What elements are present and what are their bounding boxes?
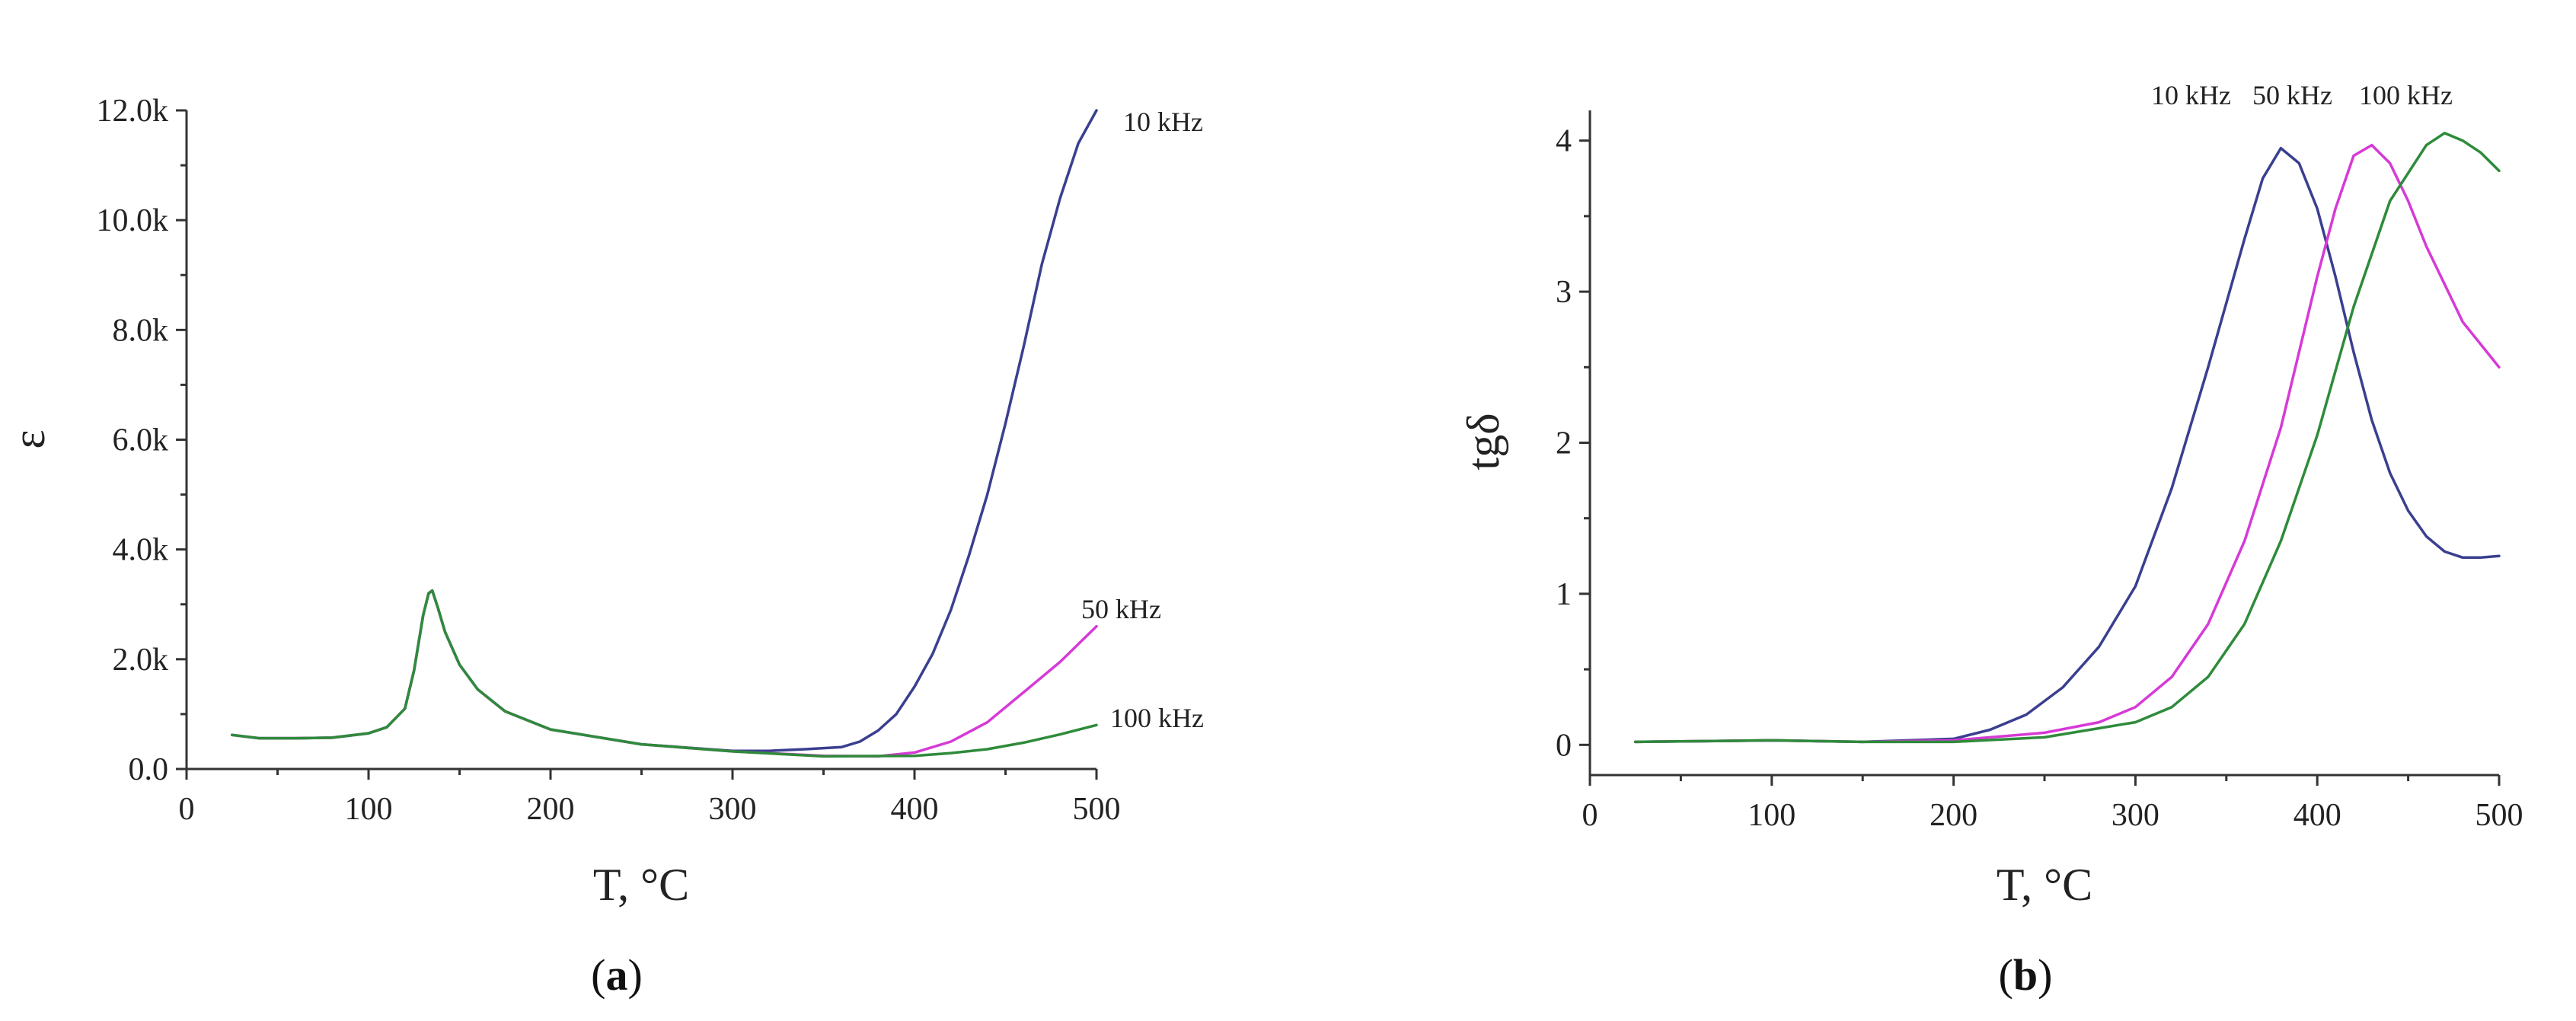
panel-b-series-10-khz bbox=[1633, 146, 2501, 744]
panel-a-y-axis-title: ε bbox=[4, 429, 54, 448]
panel-b-x-tick-label: 100 bbox=[1748, 798, 1796, 833]
panel-b-x-tick-label: 0 bbox=[1582, 798, 1598, 833]
panel-a-x-axis-title: T, °C bbox=[593, 860, 689, 910]
panel-b-y-tick-label: 2 bbox=[1556, 426, 1572, 461]
panel-b-y-tick-label: 1 bbox=[1556, 577, 1572, 612]
panel-a-y-tick-label: 6.0k bbox=[113, 423, 169, 458]
panel-b-x-tick-label: 400 bbox=[2294, 798, 2341, 833]
panel-a-ticks: 0 100 200 300 400 500 0.0 2.0k 4.0k 6.0k 8.0k 10.0k… bbox=[97, 94, 1121, 827]
panel-a-epsilon-chart: 0 100 200 300 400 500 0.0 2.0k 4.0k 6.0k 8.0k 10.0k… bbox=[4, 94, 1204, 1000]
panel-a-x-tick-label: 500 bbox=[1073, 792, 1121, 827]
panel-a-series-label-100-khz: 100 kHz bbox=[1110, 703, 1204, 733]
panel-b-tangent-chart: 0 100 200 300 400 500 0 1 2 3 4 10 kHz 50 kHz 100 kH… bbox=[1458, 80, 2523, 1000]
panel-a-x-tick-label: 400 bbox=[891, 792, 939, 827]
panel-b-y-tick-label: 3 bbox=[1556, 275, 1572, 310]
panel-a-x-tick-label: 300 bbox=[709, 792, 757, 827]
panel-a-y-tick-label: 4.0k bbox=[113, 533, 169, 568]
panel-b-series-label-100-khz: 100 kHz bbox=[2359, 80, 2453, 110]
panel-a-series-100-khz bbox=[231, 589, 1098, 758]
panel-a-series-label-10-khz: 10 kHz bbox=[1123, 107, 1203, 137]
panel-a-series-labels: 10 kHz 50 kHz 100 kHz bbox=[1081, 107, 1204, 733]
panel-b-series-100-khz bbox=[1633, 132, 2501, 744]
panel-b-series-label-10-khz: 10 kHz bbox=[2151, 80, 2231, 110]
panel-b-series-label-50-khz: 50 kHz bbox=[2252, 80, 2332, 110]
panel-a-x-tick-label: 200 bbox=[527, 792, 575, 827]
panel-b-x-axis-title: T, °C bbox=[1997, 860, 2092, 910]
panel-a-y-tick-label: 0.0 bbox=[129, 752, 169, 787]
panel-a-x-tick-label: 100 bbox=[345, 792, 393, 827]
panel-b-ticks: 0 100 200 300 400 500 0 1 2 3 4 bbox=[1556, 124, 2523, 833]
panel-a-y-tick-label: 10.0k bbox=[97, 203, 169, 238]
panel-a-caption: (a) bbox=[591, 950, 643, 1000]
panel-b-y-tick-label: 4 bbox=[1556, 124, 1572, 159]
panel-b-series-labels: 10 kHz 50 kHz 100 kHz bbox=[2151, 80, 2453, 110]
panel-b-x-tick-label: 300 bbox=[2112, 798, 2159, 833]
panel-b-series bbox=[1633, 132, 2501, 744]
panel-a-series-10-khz bbox=[231, 109, 1098, 752]
panel-b-series-50-khz bbox=[1633, 143, 2501, 744]
panel-a-series-label-50-khz: 50 kHz bbox=[1081, 594, 1161, 624]
panel-b-y-tick-label: 0 bbox=[1556, 728, 1572, 763]
panel-a-series bbox=[231, 109, 1098, 758]
panel-b-y-axis-title: tgδ bbox=[1458, 413, 1508, 471]
panel-a-y-tick-label: 2.0k bbox=[113, 643, 169, 678]
panel-a-series-50-khz bbox=[231, 589, 1098, 758]
panel-a-x-tick-label: 0 bbox=[179, 792, 195, 827]
panel-a-caption-letter: a bbox=[606, 950, 628, 1000]
panel-b-x-tick-label: 200 bbox=[1930, 798, 1977, 833]
panel-b-caption: (b) bbox=[1999, 950, 2053, 1000]
panel-a-y-tick-label: 12.0k bbox=[97, 94, 169, 129]
panel-b-x-tick-label: 500 bbox=[2475, 798, 2523, 833]
panel-a-y-tick-label: 8.0k bbox=[113, 313, 169, 348]
panel-b-caption-letter: b bbox=[2013, 950, 2038, 1000]
